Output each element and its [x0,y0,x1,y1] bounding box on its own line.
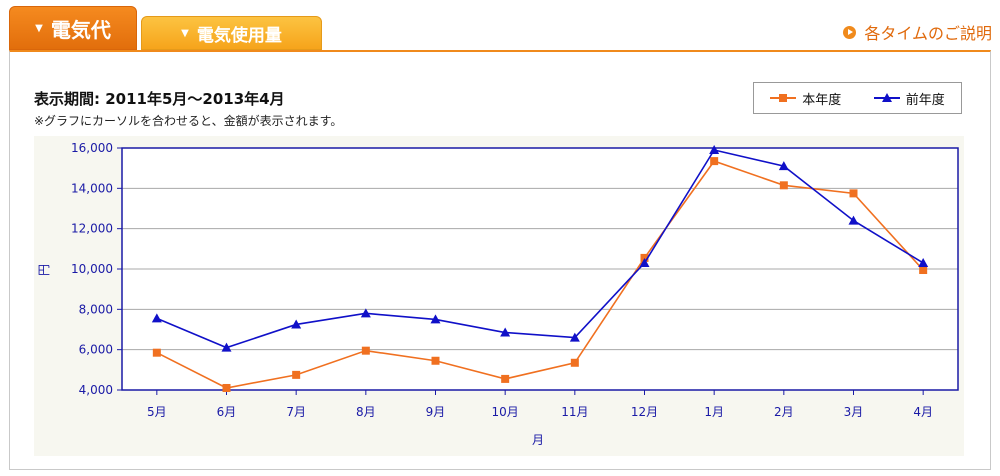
chart-note: ※グラフにカーソルを合わせると、金額が表示されます。 [34,114,343,128]
data-point [431,356,440,365]
tab-label: 電気代 [50,17,111,42]
x-tick-label: 1月 [704,405,724,419]
data-point [849,189,858,198]
help-link-label: 各タイムのご説明 [864,24,992,43]
x-tick-label: 8月 [356,405,376,419]
legend-swatch-triangle-icon [873,93,900,102]
legend-swatch-square-icon [770,94,797,102]
legend-item-current: 本年度 [770,89,841,108]
data-point [151,313,162,323]
data-point [291,319,302,329]
data-point [709,145,720,155]
data-point [221,342,232,352]
data-point [778,161,789,171]
tab-electricity-cost[interactable]: ▼ 電気代 [9,6,137,50]
x-tick-label: 9月 [426,405,446,419]
data-point [710,157,719,166]
tab-arrow-icon: ▼ [35,22,43,34]
x-tick-label: 4月 [913,405,933,419]
period-label: 表示期間: 2011年5月〜2013年4月 [34,90,285,108]
y-tick-label: 8,000 [79,302,113,316]
x-tick-label: 5月 [147,405,167,419]
data-point [361,346,370,355]
chart-legend: 本年度 前年度 [753,82,962,114]
x-tick-label: 2月 [774,405,794,419]
x-tick-label: 10月 [492,405,519,419]
data-point [501,374,510,383]
y-tick-label: 14,000 [71,181,113,195]
data-point [222,383,231,392]
legend-label: 本年度 [802,92,842,108]
data-point [919,266,928,275]
legend-label: 前年度 [905,92,945,108]
series-previous [151,145,929,352]
y-tick-label: 4,000 [79,383,113,397]
tab-electricity-usage[interactable]: ▼ 電気使用量 [141,16,322,50]
x-tick-label: 12月 [631,405,658,419]
x-tick-label: 3月 [844,405,864,419]
x-tick-label: 11月 [561,405,588,419]
plot-border [121,147,959,391]
data-point [152,348,161,357]
data-point [360,308,371,318]
data-point [570,358,579,367]
x-tick-label: 6月 [217,405,237,419]
data-point [500,327,511,337]
data-point [569,332,580,342]
play-circle-icon [843,25,857,39]
legend-item-previous: 前年度 [873,89,945,108]
x-tick-label: 7月 [286,405,306,419]
data-point [848,215,859,225]
tab-arrow-icon: ▼ [181,27,189,39]
data-point [639,257,650,267]
series-line [156,160,924,389]
y-tick-label: 16,000 [71,141,113,155]
series-line [156,149,924,349]
x-axis-title: 月 [532,433,544,447]
y-axis-title: 円 [37,264,51,276]
tab-label: 電気使用量 [196,25,282,46]
y-tick-label: 10,000 [71,262,113,276]
y-tick-label: 6,000 [79,343,113,357]
help-link[interactable]: 各タイムのご説明 [843,20,992,44]
series-current [152,157,928,392]
data-point [918,257,929,267]
data-point [640,253,649,262]
data-point [779,181,788,190]
data-point [292,370,301,379]
data-point [430,314,441,324]
y-tick-label: 12,000 [71,222,113,236]
